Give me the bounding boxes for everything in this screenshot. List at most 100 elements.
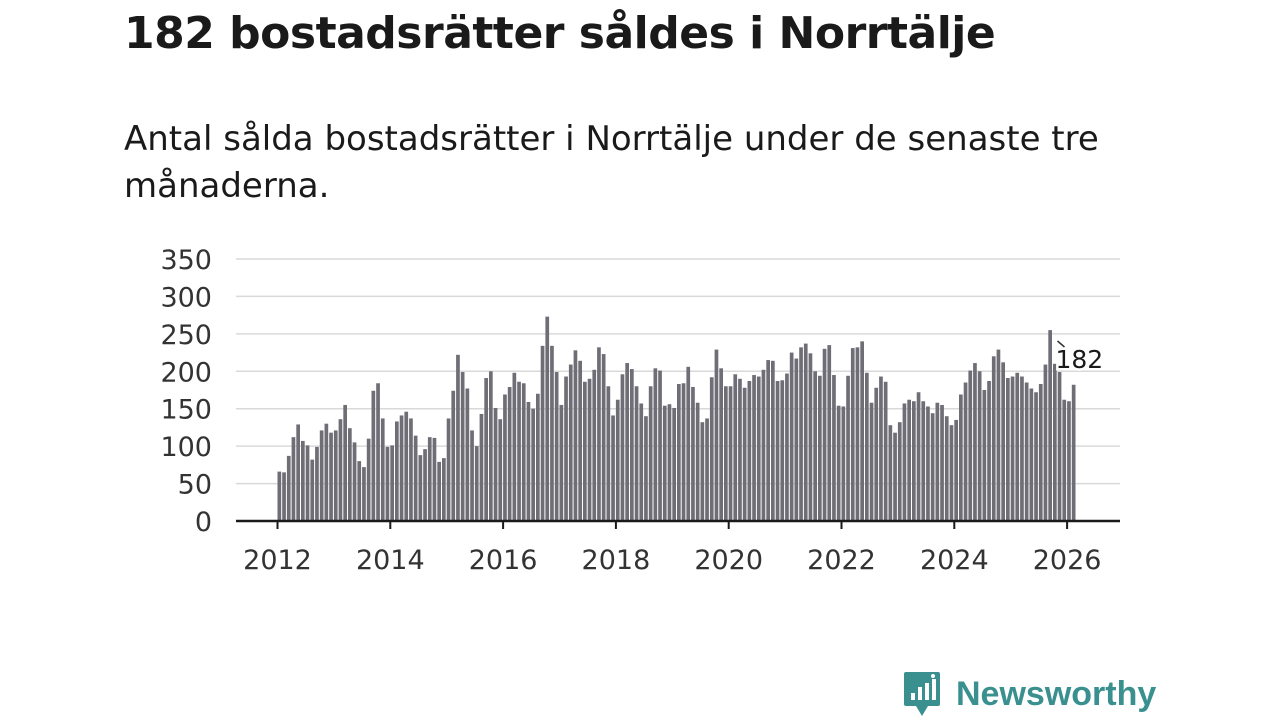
bar bbox=[634, 386, 639, 521]
x-tick-label: 2020 bbox=[694, 545, 763, 576]
bar bbox=[474, 446, 479, 521]
y-tick-label: 50 bbox=[178, 470, 212, 501]
bar bbox=[380, 418, 385, 521]
bar bbox=[338, 419, 343, 521]
bar bbox=[587, 378, 592, 521]
bar bbox=[606, 386, 611, 521]
bar bbox=[305, 445, 310, 521]
bar bbox=[949, 425, 954, 521]
bar bbox=[691, 387, 695, 521]
bar bbox=[912, 401, 916, 521]
bar bbox=[348, 428, 352, 521]
bar bbox=[832, 375, 836, 521]
y-tick-label: 0 bbox=[195, 507, 212, 538]
bar bbox=[310, 459, 315, 521]
bar bbox=[808, 353, 813, 521]
x-tick-label: 2026 bbox=[1033, 545, 1102, 576]
bar bbox=[319, 430, 324, 521]
bar bbox=[653, 368, 658, 521]
newsworthy-logo-text: Newsworthy bbox=[956, 674, 1157, 713]
bar bbox=[836, 405, 841, 521]
bar bbox=[418, 455, 423, 521]
bar bbox=[615, 399, 620, 521]
bar bbox=[601, 354, 606, 521]
bar bbox=[540, 345, 545, 521]
y-tick-label: 250 bbox=[160, 320, 212, 351]
bar bbox=[818, 375, 822, 521]
data-label: 182 bbox=[1056, 345, 1104, 374]
bar bbox=[611, 415, 615, 521]
bar bbox=[531, 408, 535, 521]
bar bbox=[738, 378, 742, 521]
bar bbox=[761, 369, 766, 521]
bar bbox=[926, 406, 930, 521]
bar bbox=[963, 382, 968, 521]
bar bbox=[559, 404, 564, 521]
bar bbox=[785, 373, 789, 521]
bar bbox=[371, 390, 376, 521]
bar bbox=[427, 437, 432, 521]
chart-subtitle: Antal sålda bostadsrätter i Norrtälje un… bbox=[124, 119, 1099, 206]
bar bbox=[343, 404, 347, 521]
bar bbox=[385, 446, 390, 521]
bar bbox=[460, 372, 465, 521]
bar bbox=[282, 472, 286, 521]
bar bbox=[709, 377, 714, 521]
bar bbox=[728, 386, 733, 521]
bar bbox=[672, 407, 676, 521]
bar bbox=[366, 438, 371, 521]
bar bbox=[883, 381, 888, 521]
bar bbox=[413, 435, 418, 521]
bar bbox=[564, 376, 568, 521]
bar bbox=[456, 354, 460, 521]
bar bbox=[789, 352, 794, 521]
bar bbox=[301, 440, 305, 521]
x-tick-label: 2018 bbox=[582, 545, 651, 576]
bar bbox=[667, 404, 672, 521]
bar bbox=[423, 449, 427, 521]
bar bbox=[771, 360, 775, 521]
bar bbox=[700, 422, 705, 521]
bar bbox=[780, 380, 785, 521]
bar bbox=[493, 407, 498, 521]
bar bbox=[677, 384, 681, 521]
bar bbox=[803, 343, 808, 521]
bar bbox=[376, 383, 380, 521]
bar bbox=[550, 345, 554, 521]
bar bbox=[1048, 330, 1052, 521]
bar bbox=[484, 378, 488, 521]
bar bbox=[390, 445, 394, 521]
bar bbox=[705, 418, 709, 521]
bar bbox=[921, 401, 926, 521]
bar bbox=[794, 358, 799, 521]
bar bbox=[747, 381, 752, 521]
bar bbox=[1001, 362, 1005, 521]
y-tick-label: 100 bbox=[160, 432, 212, 463]
bar bbox=[432, 437, 437, 521]
bar bbox=[597, 347, 601, 521]
bar bbox=[286, 455, 291, 521]
bar bbox=[662, 405, 667, 521]
bar bbox=[935, 402, 940, 521]
bar bbox=[869, 402, 874, 521]
x-tick-label: 2016 bbox=[469, 545, 538, 576]
bar bbox=[855, 347, 860, 521]
bar bbox=[644, 416, 648, 521]
newsworthy-logo-icon bbox=[904, 672, 940, 716]
bar bbox=[733, 374, 738, 521]
bar bbox=[479, 413, 484, 521]
bar bbox=[583, 381, 587, 521]
bar bbox=[1029, 388, 1034, 521]
bar bbox=[860, 341, 864, 521]
bar bbox=[695, 402, 700, 521]
bar bbox=[470, 430, 474, 521]
bar bbox=[639, 403, 644, 521]
x-tick-label: 2012 bbox=[243, 545, 312, 576]
bar bbox=[352, 442, 357, 521]
bar bbox=[333, 430, 338, 521]
bar bbox=[968, 370, 973, 521]
bar bbox=[991, 356, 996, 521]
bar bbox=[442, 458, 446, 521]
y-tick-label: 350 bbox=[160, 245, 212, 276]
bar bbox=[827, 345, 832, 521]
